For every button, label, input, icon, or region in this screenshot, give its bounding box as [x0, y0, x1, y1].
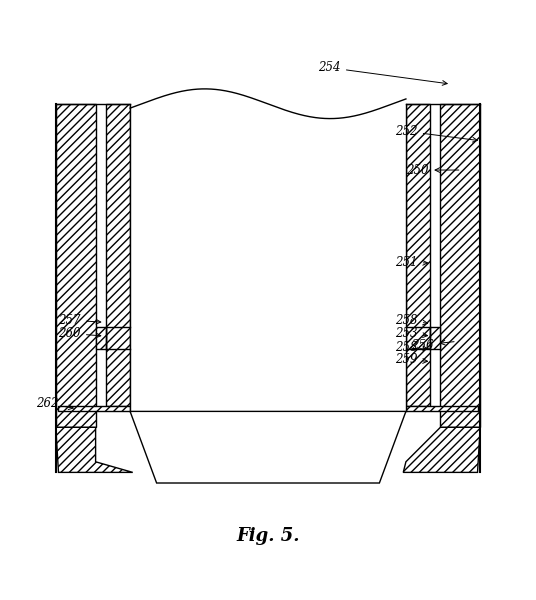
Bar: [106, 104, 130, 406]
Bar: [406, 104, 430, 406]
Text: 257: 257: [58, 314, 101, 326]
Bar: [95, 326, 106, 349]
Text: 260: 260: [58, 327, 101, 340]
Polygon shape: [56, 427, 133, 472]
Text: 251: 251: [396, 256, 428, 269]
Bar: [441, 104, 480, 427]
Polygon shape: [406, 406, 478, 412]
Text: 258: 258: [396, 341, 428, 354]
Text: 262: 262: [36, 397, 73, 410]
Polygon shape: [130, 412, 406, 483]
Bar: [130, 77, 406, 483]
Bar: [430, 326, 441, 349]
Text: 252: 252: [396, 125, 478, 142]
Text: 259: 259: [396, 353, 428, 367]
Text: 253: 253: [396, 327, 428, 340]
Text: Fig. 5.: Fig. 5.: [236, 527, 300, 545]
Text: 250: 250: [406, 164, 459, 176]
Bar: [56, 104, 95, 427]
Text: 258: 258: [396, 314, 428, 326]
Bar: [130, 77, 406, 412]
Polygon shape: [403, 427, 480, 472]
Text: 256: 256: [411, 338, 454, 352]
Text: 254: 254: [318, 61, 447, 85]
Polygon shape: [58, 406, 130, 412]
